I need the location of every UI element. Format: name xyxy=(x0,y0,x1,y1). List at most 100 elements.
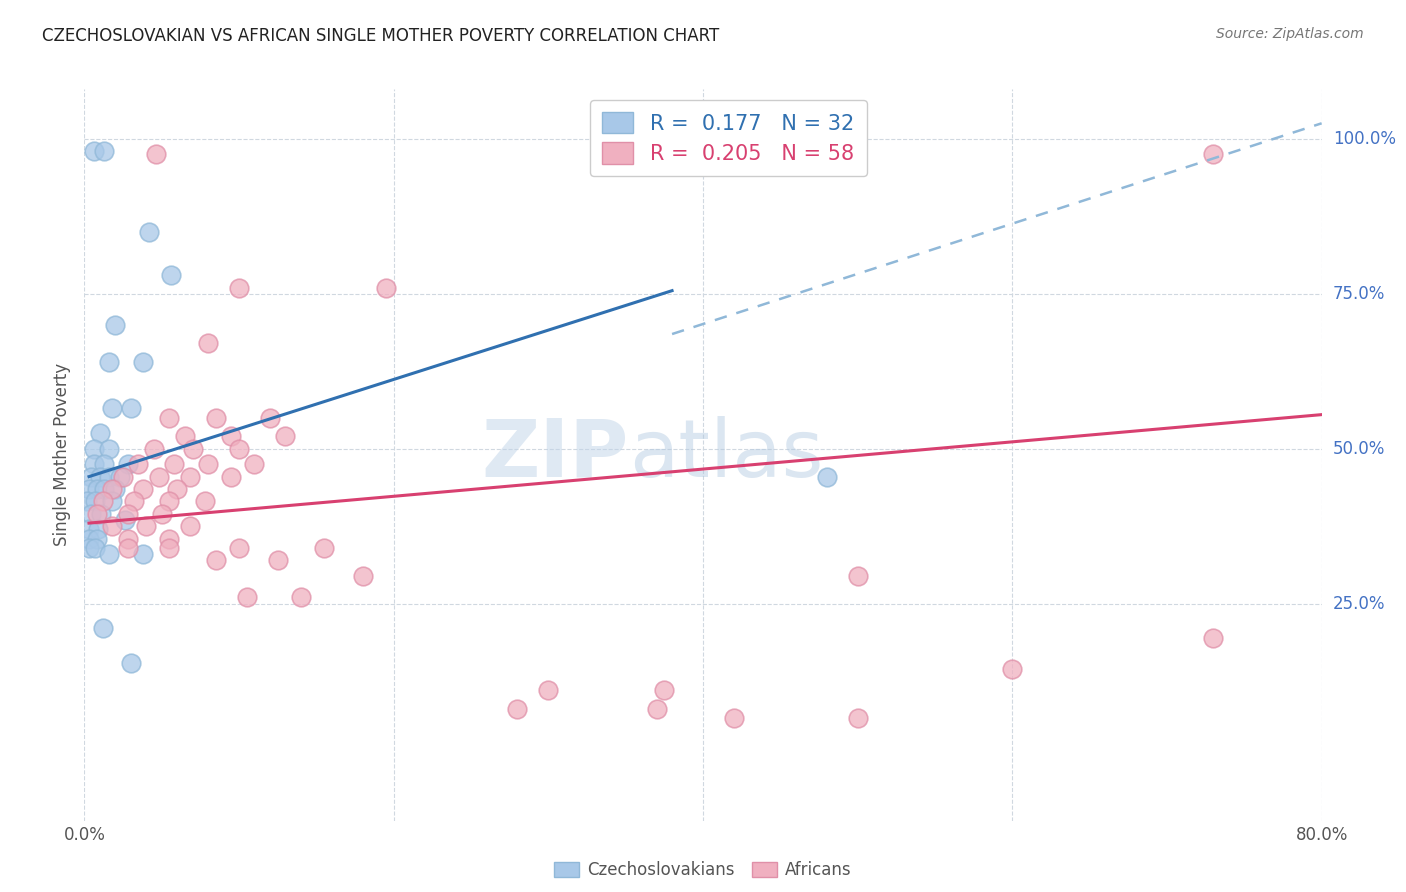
Point xyxy=(90,507,112,521)
Point xyxy=(652,683,675,698)
Point xyxy=(117,541,139,555)
Point xyxy=(101,494,124,508)
Point xyxy=(645,702,668,716)
Point xyxy=(228,541,250,555)
Point xyxy=(160,268,183,282)
Text: 25.0%: 25.0% xyxy=(1333,595,1385,613)
Point xyxy=(1341,147,1364,161)
Point xyxy=(145,147,167,161)
Point xyxy=(98,442,121,456)
Text: ZIP: ZIP xyxy=(481,416,628,494)
Point xyxy=(143,442,166,456)
Point xyxy=(104,318,127,332)
Point xyxy=(159,532,180,546)
Point xyxy=(163,457,186,471)
Point xyxy=(723,711,745,725)
Point xyxy=(179,519,201,533)
Point xyxy=(79,469,101,483)
Point xyxy=(117,507,139,521)
Text: 75.0%: 75.0% xyxy=(1333,285,1385,302)
Point xyxy=(228,442,250,456)
Point xyxy=(243,457,266,471)
Point xyxy=(83,442,105,456)
Point xyxy=(846,711,869,725)
Point xyxy=(159,541,180,555)
Point xyxy=(86,532,108,546)
Point xyxy=(219,429,242,443)
Point xyxy=(120,656,142,670)
Point xyxy=(312,541,335,555)
Point xyxy=(91,622,114,636)
Point xyxy=(108,469,131,483)
Point xyxy=(117,532,139,546)
Text: atlas: atlas xyxy=(628,416,823,494)
Point xyxy=(117,457,139,471)
Point xyxy=(537,683,560,698)
Text: CZECHOSLOVAKIAN VS AFRICAN SINGLE MOTHER POVERTY CORRELATION CHART: CZECHOSLOVAKIAN VS AFRICAN SINGLE MOTHER… xyxy=(42,27,720,45)
Point xyxy=(815,469,838,483)
Point xyxy=(181,442,204,456)
Text: 50.0%: 50.0% xyxy=(1333,440,1385,458)
Point xyxy=(174,429,197,443)
Point xyxy=(197,457,219,471)
Point xyxy=(166,482,188,496)
Point xyxy=(148,469,170,483)
Point xyxy=(84,541,107,555)
Point xyxy=(219,469,242,483)
Point xyxy=(274,429,297,443)
Y-axis label: Single Mother Poverty: Single Mother Poverty xyxy=(53,363,72,547)
Point xyxy=(83,457,105,471)
Point xyxy=(135,519,157,533)
Point xyxy=(179,469,201,483)
Point xyxy=(132,482,155,496)
Point xyxy=(138,225,160,239)
Point xyxy=(122,494,145,508)
Point xyxy=(91,494,114,508)
Point xyxy=(84,494,107,508)
Point xyxy=(98,355,121,369)
Point xyxy=(77,532,100,546)
Point xyxy=(101,401,124,416)
Point xyxy=(205,410,228,425)
Point xyxy=(159,494,180,508)
Point xyxy=(101,519,124,533)
Point xyxy=(228,280,250,294)
Point xyxy=(89,426,111,441)
Point xyxy=(86,482,108,496)
Point xyxy=(132,547,155,561)
Point xyxy=(267,553,290,567)
Point xyxy=(98,547,121,561)
Point xyxy=(114,513,136,527)
Point xyxy=(101,482,124,496)
Point xyxy=(76,494,98,508)
Point xyxy=(127,457,149,471)
Point xyxy=(352,569,374,583)
Point xyxy=(86,507,108,521)
Point xyxy=(120,401,142,416)
Text: 100.0%: 100.0% xyxy=(1333,130,1396,148)
Point xyxy=(89,469,111,483)
Point xyxy=(83,144,105,158)
Point xyxy=(159,410,180,425)
Point xyxy=(506,702,529,716)
Point xyxy=(104,482,127,496)
Point xyxy=(1001,662,1024,676)
Point xyxy=(87,522,110,536)
Point xyxy=(846,569,869,583)
Point xyxy=(112,469,135,483)
Point xyxy=(77,522,100,536)
Point xyxy=(77,541,100,555)
Point xyxy=(290,591,312,605)
Point xyxy=(259,410,281,425)
Point xyxy=(1202,147,1225,161)
Point xyxy=(79,507,101,521)
Point xyxy=(98,469,121,483)
Point xyxy=(93,457,115,471)
Point xyxy=(150,507,173,521)
Point xyxy=(1202,631,1225,645)
Point xyxy=(93,482,115,496)
Text: Source: ZipAtlas.com: Source: ZipAtlas.com xyxy=(1216,27,1364,41)
Point xyxy=(374,280,398,294)
Point xyxy=(132,355,155,369)
Point xyxy=(205,553,228,567)
